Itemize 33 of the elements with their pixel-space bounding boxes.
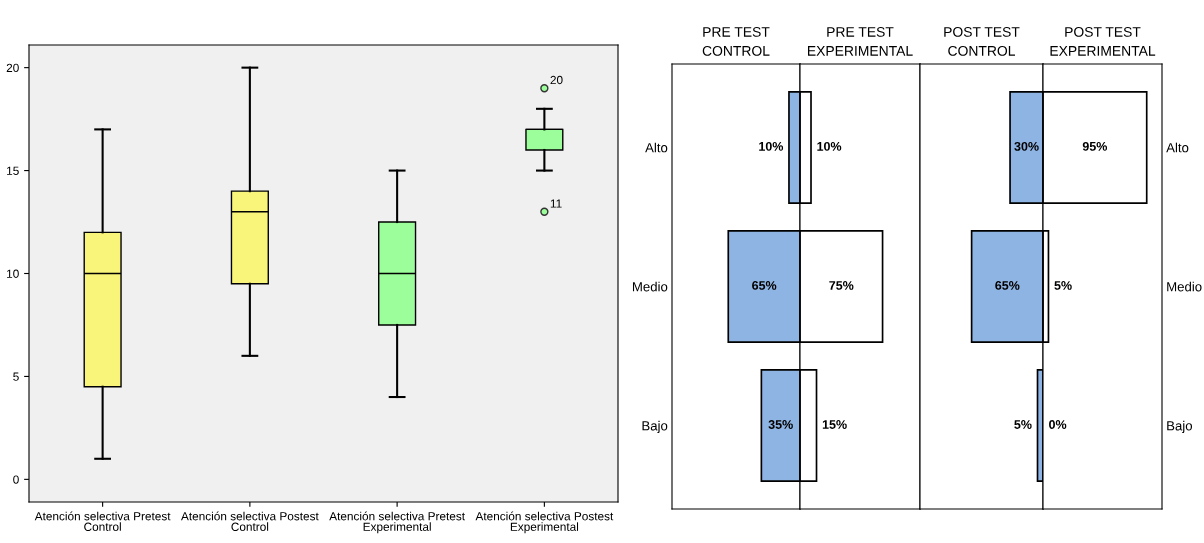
y-tick-label: 10 bbox=[7, 269, 19, 278]
chart-title: POST TEST CONTROL bbox=[944, 26, 1020, 56]
y-tick-label: Medio bbox=[1167, 281, 1202, 292]
chart-title: PRE TEST CONTROL bbox=[702, 26, 770, 56]
x-tick-label: Atención selectiva Postest Experimental bbox=[475, 511, 614, 534]
data-label: 65% bbox=[752, 281, 777, 290]
data-label: 10% bbox=[759, 141, 784, 151]
annotation: 20 bbox=[550, 75, 563, 85]
data-label: 30% bbox=[1014, 141, 1039, 151]
y-tick-label: 15 bbox=[7, 166, 19, 175]
y-tick-label: 0 bbox=[13, 475, 19, 484]
data-label: 15% bbox=[822, 420, 847, 429]
data-label: 35% bbox=[768, 420, 793, 429]
data-label: 5% bbox=[1014, 420, 1032, 429]
y-tick-label: Alto bbox=[1166, 142, 1189, 153]
y-tick-label: Bajo bbox=[1167, 420, 1193, 434]
y-tick-label: 20 bbox=[6, 63, 19, 73]
data-label: 5% bbox=[1054, 281, 1072, 290]
y-tick-label: 5 bbox=[13, 372, 19, 381]
data-label: 65% bbox=[995, 281, 1020, 290]
y-tick-label: Bajo bbox=[642, 420, 668, 434]
y-tick-label: Medio bbox=[632, 281, 668, 292]
chart-title: PRE TEST EXPERIMENTAL bbox=[808, 26, 913, 56]
annotation: 11 bbox=[550, 199, 562, 208]
data-label: 0% bbox=[1049, 420, 1067, 429]
x-tick-label: Atención selectiva Postest Control bbox=[181, 511, 319, 531]
y-tick-label: Alto bbox=[645, 142, 668, 153]
chart-title: POST TEST EXPERIMENTAL bbox=[1050, 26, 1156, 56]
data-label: 10% bbox=[817, 141, 842, 151]
data-label: 95% bbox=[1082, 141, 1108, 151]
x-tick-label: Atención selectiva Pretest Experimental bbox=[329, 511, 465, 534]
data-label: 75% bbox=[829, 281, 854, 290]
x-tick-label: Atención selectiva Pretest Control bbox=[34, 511, 171, 531]
